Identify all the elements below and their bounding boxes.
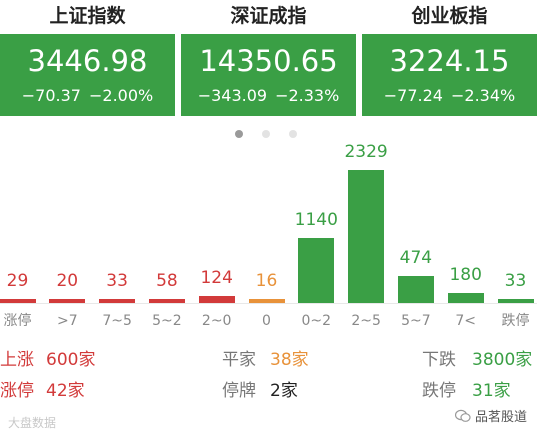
- bar-value-label: 474: [399, 247, 433, 268]
- flat-label: 平家: [222, 350, 256, 370]
- flat-value: 38家: [270, 350, 309, 370]
- distribution-bar: [99, 299, 136, 303]
- up-value: 600家: [46, 350, 96, 370]
- category-label: >7: [56, 313, 78, 329]
- category-label: 涨停: [3, 313, 32, 329]
- index-value: 3224.15: [389, 44, 510, 78]
- distribution-bar: [198, 295, 235, 303]
- bar-value-label: 33: [504, 271, 527, 291]
- footer-watermark-left: 大盘数据: [8, 416, 57, 430]
- limit-up-value: 42家: [46, 381, 85, 401]
- bar-value-label: 29: [6, 271, 29, 291]
- category-label: 0: [262, 313, 271, 329]
- limit-up-label: 涨停: [0, 381, 34, 401]
- index-change-pct: −2.00%: [88, 86, 154, 105]
- pager-dot[interactable]: [262, 130, 270, 138]
- index-change: −77.24: [383, 86, 443, 105]
- bar-value-label: 16: [255, 271, 278, 291]
- distribution-bar: [447, 292, 484, 303]
- index-name: 上证指数: [49, 5, 126, 27]
- category-label: 0~2: [301, 313, 332, 329]
- index-value: 14350.65: [199, 44, 338, 78]
- index-name: 深证成指: [230, 5, 307, 27]
- distribution-bar: [0, 299, 36, 303]
- category-label: 5~2: [152, 313, 182, 329]
- index-change-pct: −2.33%: [275, 86, 340, 105]
- pager-dot[interactable]: [235, 130, 243, 138]
- distribution-bar: [248, 299, 285, 303]
- index-name: 创业板指: [411, 5, 488, 27]
- limit-down-value: 31家: [472, 381, 511, 401]
- bar-value-label: 1140: [294, 209, 338, 230]
- bar-value-label: 124: [200, 267, 233, 288]
- index-value: 3446.98: [27, 44, 148, 78]
- footer-watermark-right: 品茗股道: [475, 410, 528, 425]
- category-label: 2~5: [351, 313, 381, 329]
- distribution-bar: [298, 237, 335, 303]
- distribution-bar: [148, 299, 185, 303]
- distribution-bar: [397, 275, 434, 303]
- category-label: 7~5: [102, 313, 132, 329]
- category-label: 5~7: [401, 313, 431, 329]
- category-label: 跌停: [501, 313, 530, 329]
- bar-value-label: 33: [106, 271, 128, 291]
- down-value: 3800家: [472, 350, 533, 370]
- index-change: −343.09: [197, 86, 268, 105]
- category-label: 2~0: [201, 313, 232, 329]
- index-change: −70.37: [21, 86, 81, 105]
- distribution-bar: [49, 299, 86, 303]
- chart-baseline: [0, 303, 537, 304]
- bar-value-label: 20: [56, 271, 79, 291]
- bar-value-label: 2329: [344, 142, 388, 162]
- bar-value-label: 180: [449, 264, 482, 285]
- category-label: 7<: [455, 313, 476, 329]
- up-label: 上涨: [0, 350, 34, 370]
- suspended-value: 2家: [270, 381, 298, 401]
- bar-value-label: 58: [156, 271, 178, 291]
- pager-dot[interactable]: [289, 130, 297, 138]
- down-label: 下跌: [422, 350, 456, 370]
- index-change-pct: −2.34%: [450, 86, 516, 105]
- wechat-icon: [454, 408, 471, 422]
- suspended-label: 停牌: [222, 381, 256, 401]
- limit-down-label: 跌停: [422, 381, 456, 401]
- distribution-bar: [348, 170, 385, 303]
- distribution-bar: [497, 299, 534, 303]
